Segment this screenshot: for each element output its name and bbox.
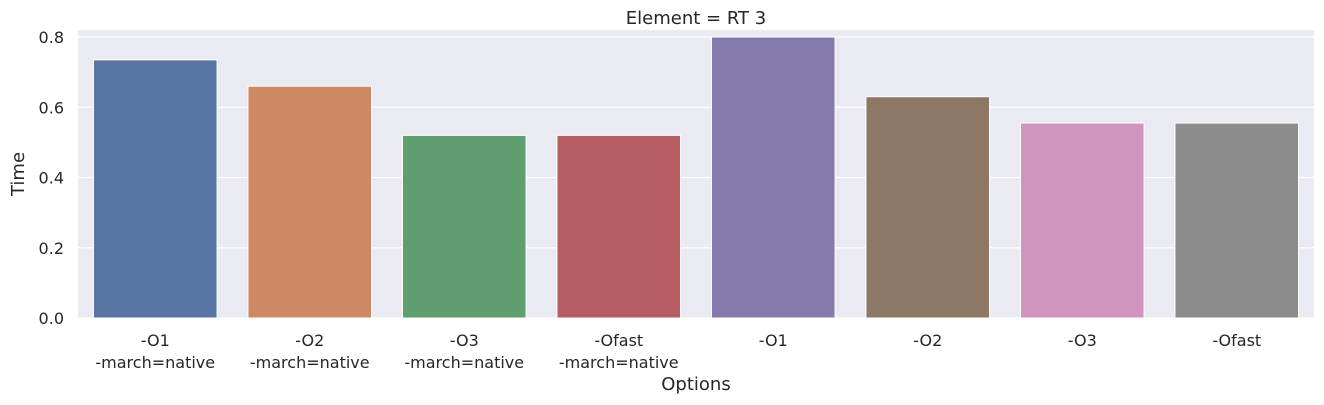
x-tick-label-line: -O2 — [913, 331, 942, 350]
bar — [247, 85, 373, 319]
x-tick-label-line: -O3 — [450, 331, 479, 350]
x-tick-label-line: -march=native — [559, 353, 679, 372]
y-tick-labels: 0.0 0.2 0.4 0.6 0.8 — [39, 28, 64, 328]
x-tick-label: -O1 -march=native — [95, 331, 215, 372]
x-tick-label-line: -march=native — [404, 353, 524, 372]
bar — [865, 96, 991, 319]
x-tick-label-line: -march=native — [95, 353, 215, 372]
x-tick-label-line: -O2 — [295, 331, 324, 350]
chart-title: Element = RT 3 — [626, 8, 766, 29]
x-tick-label: -O2 — [913, 331, 942, 350]
x-tick-label: -Ofast -march=native — [559, 331, 679, 372]
x-tick-label: -Ofast — [1212, 331, 1261, 350]
bars — [92, 36, 1300, 319]
bar — [401, 134, 527, 319]
bar — [710, 36, 836, 319]
x-tick-label: -O3 — [1068, 331, 1097, 350]
x-tick-label-line: -O1 — [141, 331, 170, 350]
x-tick-label-line: -Ofast — [1212, 331, 1261, 350]
x-tick-label: -O1 — [759, 331, 788, 350]
x-tick-label-line: -Ofast — [594, 331, 643, 350]
bar — [1174, 122, 1300, 319]
y-tick-label: 0.4 — [39, 169, 64, 188]
x-tick-label-line: -march=native — [250, 353, 370, 372]
bar — [1019, 122, 1145, 319]
x-tick-label: -O3 -march=native — [404, 331, 524, 372]
y-tick-label: 0.6 — [39, 98, 64, 117]
y-tick-label: 0.8 — [39, 28, 64, 47]
bar — [556, 134, 682, 319]
x-tick-label-line: -O1 — [759, 331, 788, 350]
y-axis-title: Time — [8, 152, 29, 197]
x-tick-label: -O2 -march=native — [250, 331, 370, 372]
x-tick-labels: -O1 -march=native -O2 -march=native -O3 -marc… — [95, 331, 1261, 372]
bar — [92, 59, 218, 319]
x-axis-title: Options — [661, 374, 730, 395]
y-tick-label: 0.0 — [39, 309, 64, 328]
y-tick-label: 0.2 — [39, 239, 64, 258]
x-tick-label-line: -O3 — [1068, 331, 1097, 350]
